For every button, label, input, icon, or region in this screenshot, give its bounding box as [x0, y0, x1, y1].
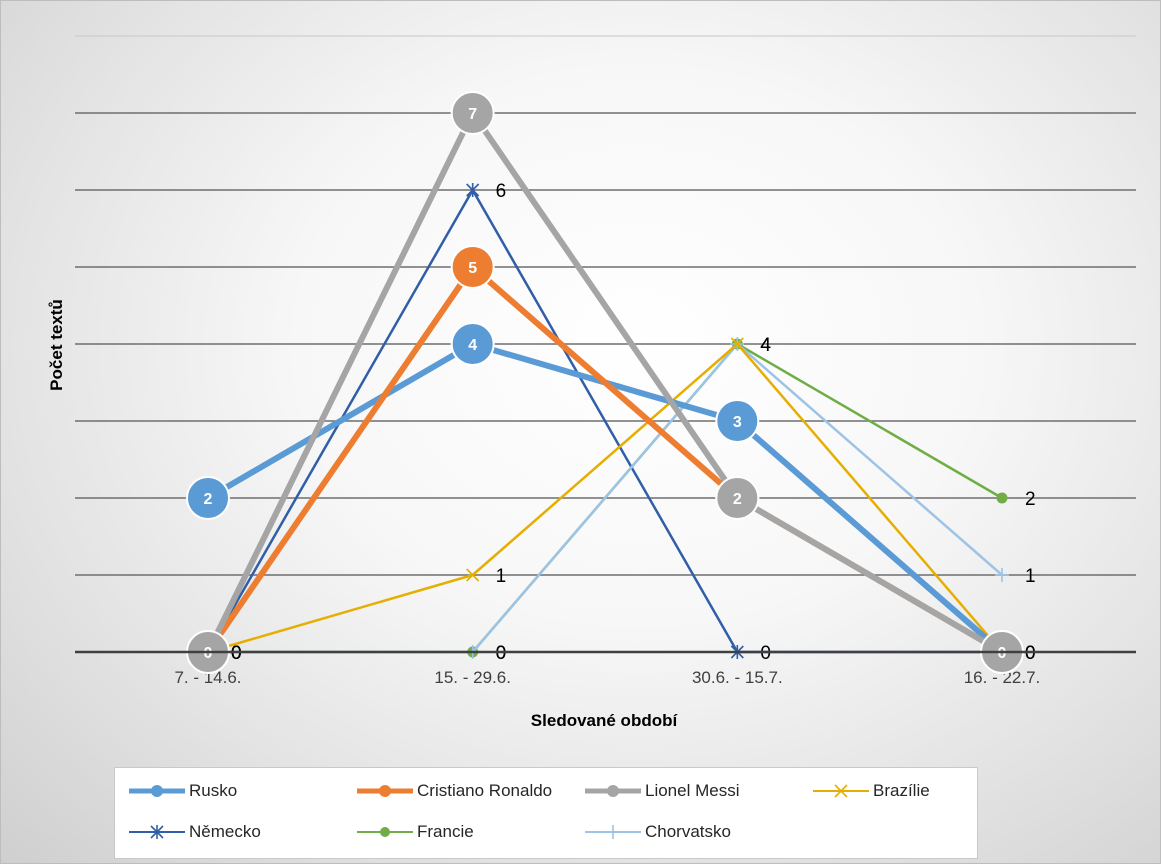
data-label: 1 — [496, 566, 507, 587]
data-point — [450, 245, 495, 289]
legend-label: Cristiano Ronaldo — [417, 781, 553, 800]
legend-swatch — [357, 827, 413, 837]
data-point — [730, 337, 744, 351]
data-label: 4 — [468, 337, 477, 354]
data-label: 2 — [204, 491, 213, 508]
data-point — [450, 322, 495, 366]
data-label: 0 — [998, 645, 1007, 662]
series-německo: 0 6 0 0 — [201, 181, 1036, 664]
legend-item: Brazílie — [811, 778, 930, 804]
data-label: 0 — [231, 643, 242, 664]
data-point — [466, 568, 480, 582]
data-point — [186, 476, 230, 520]
legend-item: Francie — [355, 819, 474, 845]
legend: Rusko Cristiano Ronaldo Lionel Messi Brazíl… — [114, 767, 978, 859]
legend-swatch — [357, 785, 413, 797]
data-label: 6 — [496, 181, 507, 202]
series-rusko: 2 4 3 0 — [186, 322, 1024, 674]
data-label: 7 — [468, 106, 477, 123]
data-label: 4 — [760, 335, 771, 356]
data-label: 0 — [1025, 643, 1036, 664]
legend-label: Lionel Messi — [645, 781, 740, 800]
legend-item: Chorvatsko — [583, 819, 731, 845]
legend-label: Německo — [189, 822, 261, 841]
legend-item: Německo — [127, 819, 261, 845]
x-tick-label: 16. - 22.7. — [964, 668, 1041, 687]
data-label: 0 — [231, 643, 242, 664]
data-label: 5 — [468, 260, 477, 277]
data-label: 0 — [760, 643, 771, 664]
data-label: 0 — [231, 643, 242, 664]
legend-swatch — [585, 825, 641, 839]
legend-item: Rusko — [127, 778, 237, 804]
data-label: 1 — [1025, 566, 1036, 587]
data-label: 0 — [231, 643, 242, 664]
data-label: 2 — [733, 491, 742, 508]
data-point — [995, 568, 1009, 582]
data-point — [715, 476, 760, 520]
legend-swatch — [129, 785, 185, 797]
legend-swatch — [813, 784, 869, 798]
legend-label: Rusko — [189, 781, 238, 800]
data-label: 0 — [496, 643, 507, 664]
legend-label: Chorvatsko — [645, 822, 731, 841]
data-label: 2 — [1025, 489, 1036, 510]
data-label: 0 — [204, 645, 213, 662]
legend-item: Lionel Messi — [583, 778, 740, 804]
x-tick-label: 30.6. - 15.7. — [692, 668, 783, 687]
series-lionel-messi: 0 7 2 0 — [186, 91, 1024, 674]
data-label: 4 — [760, 335, 771, 356]
series-line — [205, 110, 1004, 655]
series-line — [207, 342, 1003, 654]
x-tick-label: 15. - 29.6. — [434, 668, 511, 687]
data-label: 3 — [733, 414, 742, 431]
legend-label: Brazílie — [873, 781, 930, 800]
data-point — [715, 399, 760, 443]
x-axis-title: Sledované období — [531, 711, 679, 730]
legend-swatch — [585, 785, 641, 797]
y-axis-title: Počet textů — [47, 299, 66, 391]
data-point — [466, 183, 480, 197]
x-tick-label: 7. - 14.6. — [174, 668, 241, 687]
data-point — [996, 492, 1008, 504]
legend-label: Francie — [417, 822, 474, 841]
data-label: 0 — [496, 643, 507, 664]
data-label: 0 — [1025, 643, 1036, 664]
legend-swatch — [129, 825, 185, 839]
data-point — [450, 91, 495, 135]
legend-item: Cristiano Ronaldo — [355, 778, 552, 804]
data-label: 4 — [760, 335, 771, 356]
